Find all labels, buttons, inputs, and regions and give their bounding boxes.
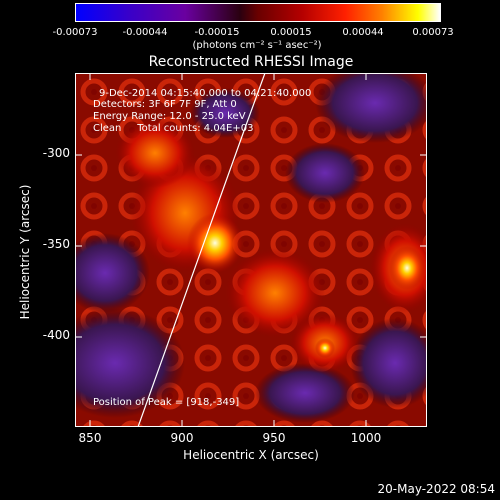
info-clean-counts: Clean Total counts: 4.04E+03 [93,123,254,134]
x-tick-label: 1000 [350,431,382,445]
peak-source [187,213,243,273]
negative-region [190,88,260,138]
negative-region [255,363,355,423]
colorbar-tick-1: -0.00044 [122,27,168,38]
solar-limb-line [137,73,266,427]
info-time-range: 9-Dec-2014 04:15:40.000 to 04:21:40.000 [99,88,312,99]
peak-position-label: Position of Peak = [918,-349] [93,397,240,408]
negative-region [315,73,427,143]
colorbar-tick-3: 0.00015 [270,27,312,38]
negative-region [285,143,365,203]
negative-region [75,308,185,418]
x-tick-label: 950 [262,431,286,445]
y-tick-label: -400 [42,328,70,342]
x-tick-label: 850 [78,431,102,445]
rhessi-image [75,73,427,427]
x-axis-label: Heliocentric X (arcsec) [183,448,319,462]
colorbar-unit-label: (photons cm⁻² s⁻¹ asec⁻²) [192,40,322,51]
x-tick-label: 900 [170,431,194,445]
y-tick-label: -350 [42,237,70,251]
colorbar [75,3,441,22]
y-axis-label: Heliocentric Y (arcsec) [18,184,32,320]
footer-timestamp: 20-May-2022 08:54 [377,482,495,496]
negative-region [75,233,150,313]
colorbar-tick-5: 0.00073 [412,27,454,38]
secondary-source [315,338,335,358]
info-energy-range: Energy Range: 12.0 - 25.0 keV [93,111,246,122]
secondary-source [389,246,425,290]
colorbar-tick-2: -0.00015 [194,27,240,38]
y-tick-label: -300 [42,146,70,160]
plot-frame [75,73,427,427]
plot-title: Reconstructed RHESSI Image [148,54,354,70]
emission-blob [115,118,195,188]
negative-region [350,318,427,408]
colorbar-tick-4: 0.00044 [342,27,384,38]
emission-blob [225,248,325,338]
colorbar-tick-0: -0.00073 [52,27,98,38]
info-detectors: Detectors: 3F 6F 7F 9F, Att 0 [93,99,237,110]
